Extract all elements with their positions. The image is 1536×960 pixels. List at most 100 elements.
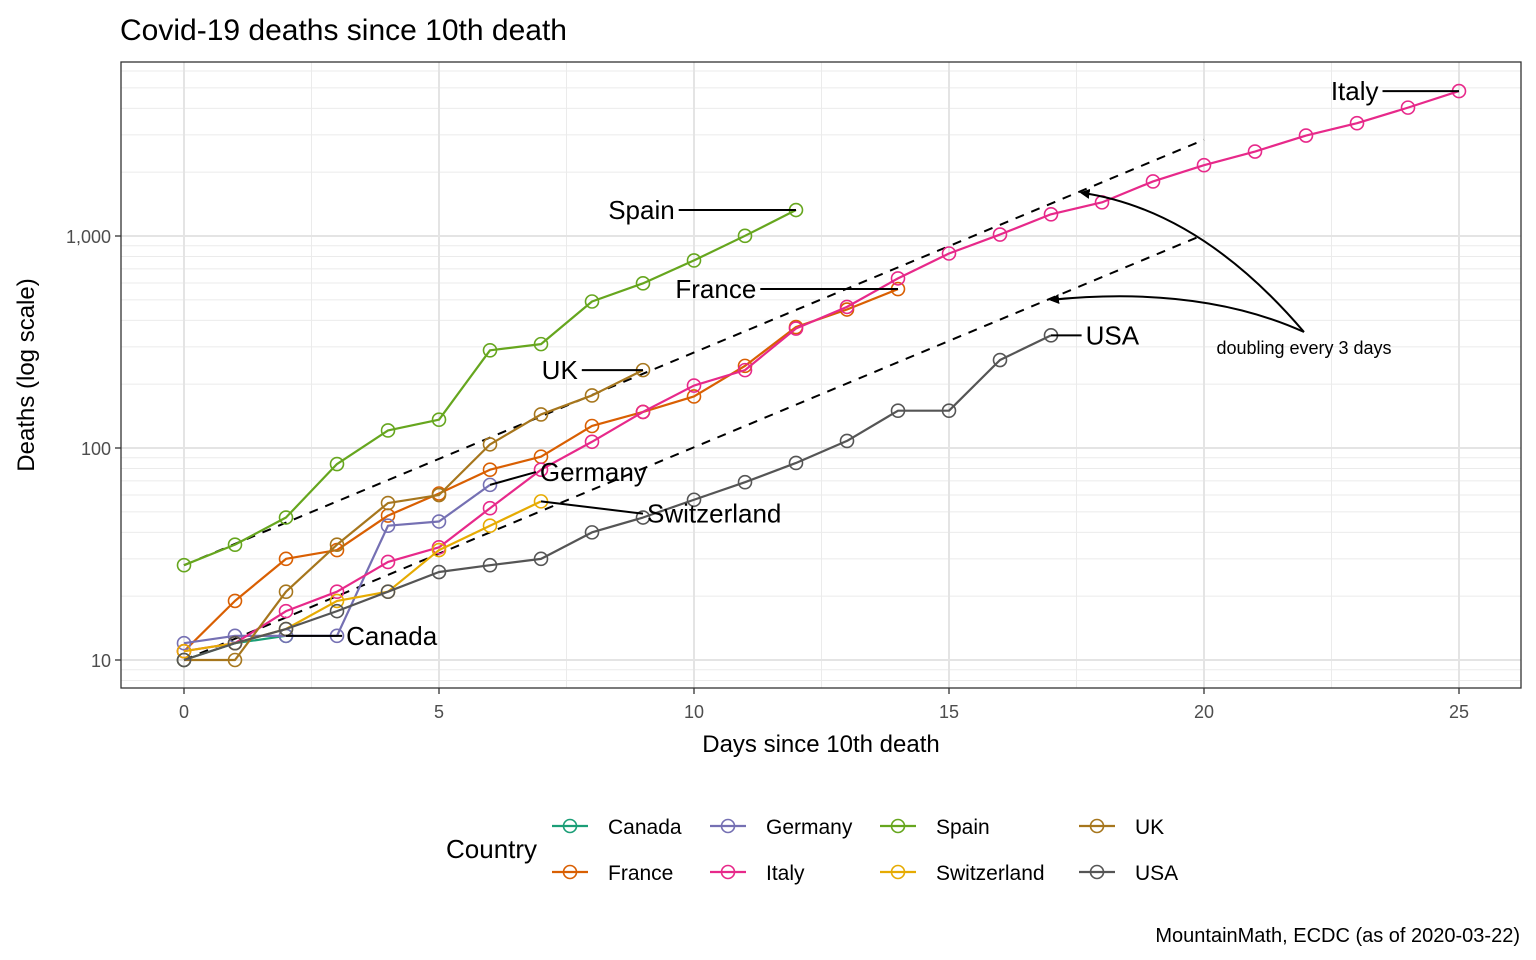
x-tick-label: 5	[434, 702, 444, 722]
data-point-usa	[431, 564, 447, 580]
data-point-italy	[839, 299, 855, 315]
grid	[121, 62, 1521, 688]
doubling-3-days-upper-line	[183, 138, 1205, 567]
data-point-usa	[890, 403, 906, 418]
legend-label: UK	[1135, 816, 1164, 839]
x-tick-label: 25	[1449, 702, 1469, 722]
data-point-italy	[1298, 128, 1314, 143]
series-label-canada: Canada	[346, 621, 438, 651]
data-point-germany	[380, 518, 396, 534]
data-point-france	[482, 462, 498, 478]
data-point-italy	[737, 362, 753, 378]
series-label-leader-germany	[489, 471, 537, 486]
data-point-usa	[737, 474, 753, 490]
series-label-usa: USA	[1086, 320, 1140, 350]
series-spain	[176, 202, 804, 573]
data-point-usa	[788, 455, 804, 471]
series-uk	[176, 362, 651, 668]
data-point-italy	[1043, 206, 1059, 222]
data-point-italy	[686, 378, 702, 393]
data-point-usa	[992, 352, 1008, 368]
data-point-usa	[533, 551, 549, 567]
legend-title: Country	[446, 834, 537, 864]
data-point-italy	[1349, 115, 1365, 131]
data-point-italy	[1247, 144, 1263, 159]
data-point-italy	[278, 603, 294, 619]
caption: MountainMath, ECDC (as of 2020-03-22)	[1155, 925, 1520, 947]
legend-key-point	[1089, 818, 1105, 834]
data-point-italy	[992, 227, 1008, 242]
x-axis-title: Days since 10th death	[702, 731, 939, 758]
legend-item-italy: Italy	[710, 862, 805, 885]
legend-label: Spain	[936, 816, 990, 839]
data-point-italy	[941, 246, 957, 261]
panel-border	[120, 61, 1522, 689]
data-point-italy	[890, 271, 906, 286]
data-point-switzerland	[329, 593, 345, 609]
y-axis-title: Deaths (log scale)	[13, 278, 40, 471]
series-line-spain	[183, 209, 797, 567]
legend-item-uk: UK	[1079, 816, 1164, 839]
data-point-france	[278, 551, 294, 567]
data-point-italy	[584, 434, 600, 450]
data-point-usa	[686, 492, 702, 508]
legend-key-point	[720, 818, 736, 834]
data-point-spain	[278, 510, 294, 525]
series-label-germany: Germany	[540, 457, 647, 487]
y-tick-label: 1,000	[66, 227, 111, 247]
legend-label: Italy	[766, 862, 805, 885]
legend-item-usa: USA	[1079, 862, 1178, 885]
x-tick-label: 0	[179, 702, 189, 722]
data-point-usa	[176, 652, 192, 668]
series-line-usa	[183, 334, 1052, 662]
series-label-leader-switzerland	[540, 500, 644, 515]
data-point-spain	[380, 423, 396, 438]
data-point-italy	[788, 321, 804, 336]
series-usa	[176, 328, 1059, 668]
doubling-3-days-lower-line	[183, 233, 1205, 661]
y-tick-label: 100	[81, 439, 111, 459]
data-point-france	[584, 418, 600, 434]
data-point-usa	[635, 510, 651, 525]
data-point-spain	[176, 557, 192, 573]
data-point-france	[227, 593, 243, 609]
legend-item-france: France	[552, 862, 673, 885]
data-point-uk	[584, 388, 600, 403]
x-tick-label: 15	[939, 702, 959, 722]
data-point-usa	[227, 635, 243, 651]
data-point-spain	[482, 342, 498, 358]
data-point-france	[686, 389, 702, 404]
data-point-switzerland	[482, 518, 498, 534]
legend-label: Switzerland	[936, 862, 1045, 885]
data-point-usa	[584, 525, 600, 540]
data-point-italy	[533, 462, 549, 478]
series-italy	[176, 83, 1467, 659]
data-point-usa	[380, 584, 396, 599]
data-point-italy	[635, 404, 651, 420]
series-label-uk: UK	[542, 355, 579, 385]
legend-item-spain: Spain	[880, 816, 990, 839]
data-point-uk	[278, 584, 294, 599]
annotation-text: doubling every 3 days	[1216, 338, 1391, 358]
series-label-italy: Italy	[1331, 76, 1379, 106]
legend-label: Canada	[608, 816, 682, 839]
data-point-usa	[482, 557, 498, 573]
y-axis: 10 100 1,000	[66, 227, 121, 671]
series-line-italy	[183, 90, 1460, 653]
legend-label: France	[608, 862, 673, 885]
legend: Canada France Germany Italy Spain Switzerland…	[552, 816, 1178, 885]
data-point-uk	[380, 495, 396, 511]
data-point-usa	[839, 433, 855, 449]
data-point-germany	[482, 477, 498, 493]
series-line-uk	[184, 369, 644, 662]
data-point-italy	[380, 554, 396, 570]
annotation-arrow-upper	[1079, 188, 1305, 333]
data-point-italy	[1145, 174, 1161, 189]
x-axis: 0 5 10 15 20 25	[179, 688, 1469, 722]
legend-key-point	[562, 818, 578, 834]
legend-key-point	[1089, 864, 1105, 880]
legend-key-point	[890, 818, 906, 834]
series-label-spain: Spain	[608, 195, 675, 225]
data-point-switzerland	[176, 643, 192, 659]
data-point-switzerland	[431, 542, 447, 558]
